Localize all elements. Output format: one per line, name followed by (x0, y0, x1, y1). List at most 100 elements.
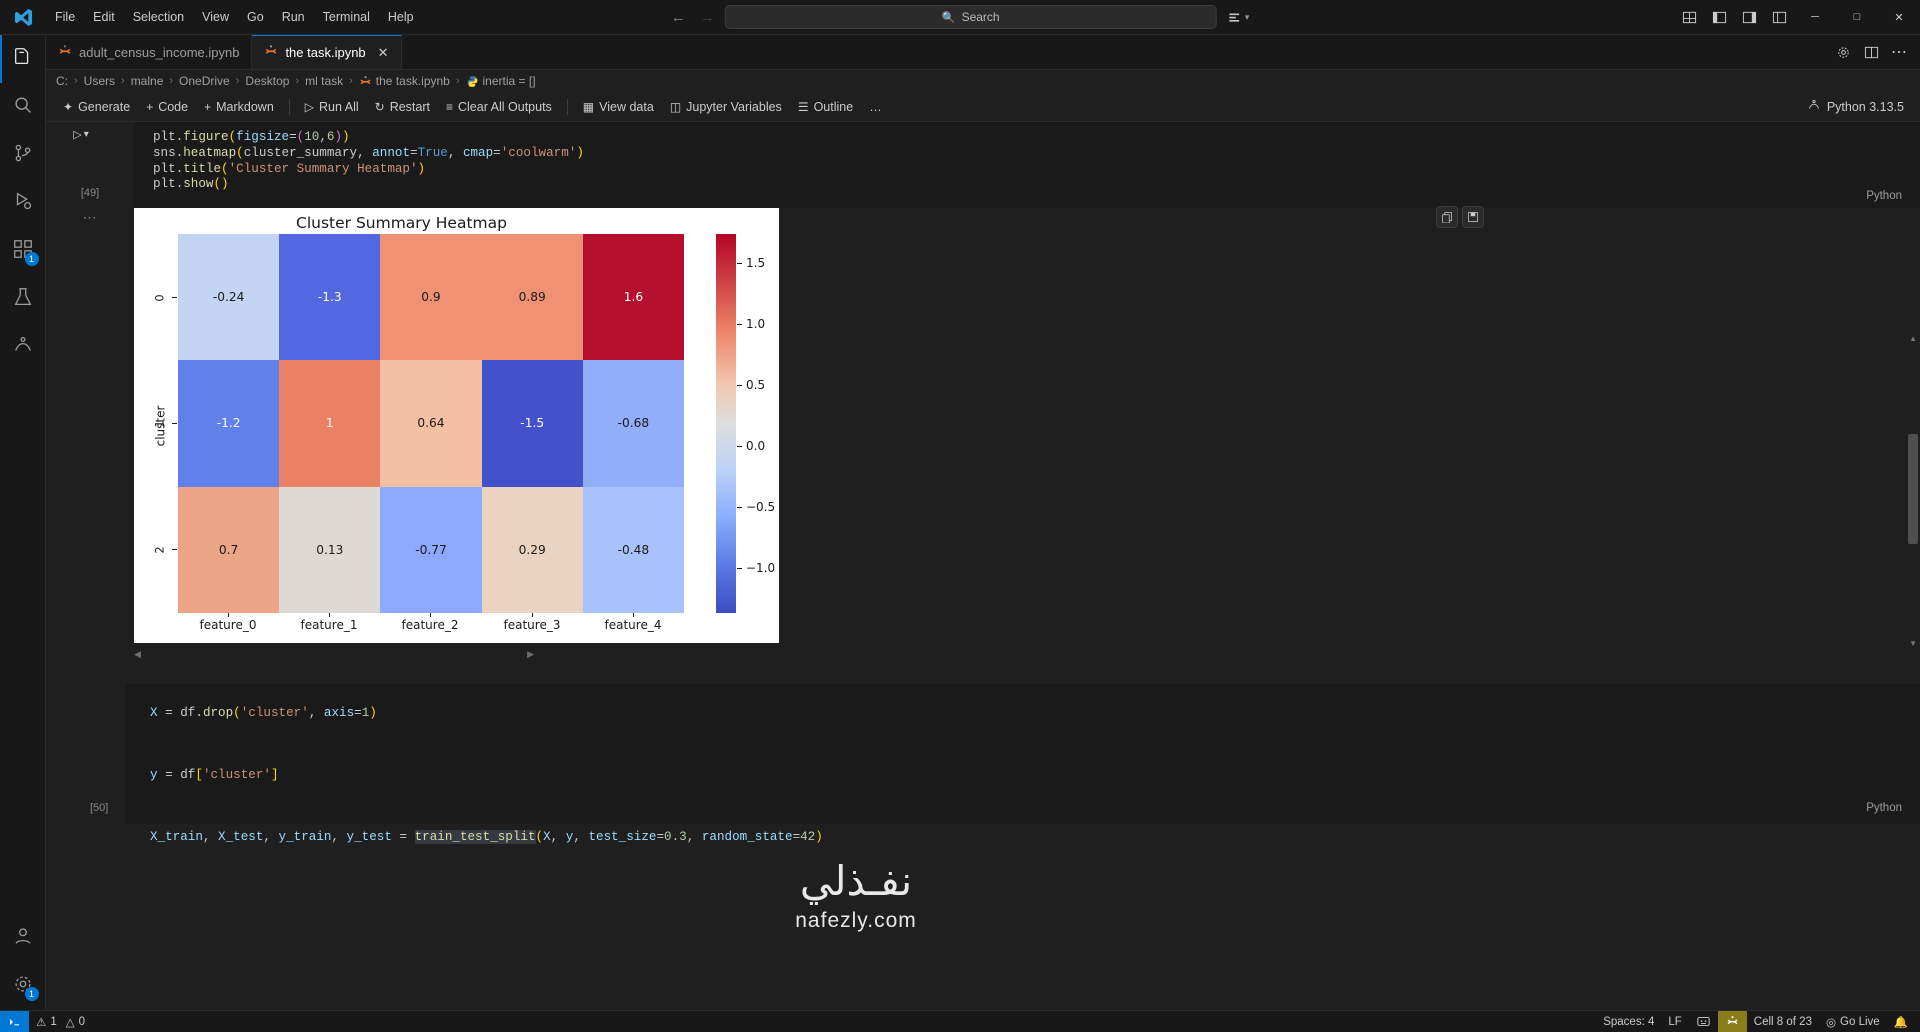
cell-language-label[interactable]: Python (1866, 802, 1902, 814)
breadcrumb-segment-desktop[interactable]: Desktop (245, 74, 290, 88)
eol-status[interactable]: LF (1668, 1015, 1682, 1028)
sidebar-item-explorer[interactable] (0, 35, 46, 83)
menu-help[interactable]: Help (387, 10, 414, 24)
go-live-button[interactable]: ◎ Go Live (1819, 1011, 1887, 1032)
cell-language-label[interactable]: Python (1866, 190, 1902, 202)
output-horizontal-scrollbar[interactable]: ◀ ▶ (134, 647, 1904, 661)
heatmap-cell: -1.2 (178, 360, 280, 487)
sidebar-item-source-control[interactable] (0, 131, 46, 179)
cell-code-editor[interactable]: X = df.drop('cluster', axis=1) y = df['c… (126, 684, 1920, 844)
cell-more-actions-icon[interactable]: ⋯ (82, 209, 98, 225)
colorbar-tick-dash (737, 446, 742, 447)
close-icon[interactable]: ✕ (377, 44, 389, 60)
sidebar-item-settings[interactable]: 1 (0, 962, 46, 1010)
outline-button[interactable]: ☰ Outline (791, 97, 860, 117)
arrow-right-icon[interactable]: → (699, 8, 715, 26)
scroll-right-icon[interactable]: ▶ (527, 648, 534, 659)
restart-button[interactable]: ↻ Restart (368, 97, 437, 117)
menu-edit[interactable]: Edit (93, 10, 115, 24)
generate-button[interactable]: ✦ Generate (56, 97, 137, 117)
cell-execution-count: [50] (90, 802, 109, 814)
arrow-left-icon[interactable]: ← (670, 8, 686, 26)
ellipsis-icon[interactable]: ⋯ (1891, 44, 1907, 61)
error-count: 1 (50, 1015, 57, 1028)
heatmap-cell: 0.64 (380, 360, 482, 487)
cell-code-editor[interactable]: plt.figure(figsize=(10,6)) sns.heatmap(c… (134, 122, 1920, 208)
menu-terminal[interactable]: Terminal (322, 10, 370, 24)
colorbar-tick-dash (737, 263, 742, 264)
breadcrumb-segment-malne[interactable]: malne (130, 74, 164, 88)
play-icon[interactable]: ▷ (73, 129, 82, 141)
cell-position-status[interactable]: Cell 8 of 23 (1753, 1015, 1812, 1028)
scroll-down-icon[interactable]: ▼ (1909, 639, 1917, 648)
colorbar-tick-dash (737, 507, 742, 508)
remote-indicator-icon[interactable]: ▾ (1227, 11, 1249, 24)
toggle-secondary-sidebar-icon[interactable] (1734, 10, 1764, 25)
run-all-button[interactable]: ▷ Run All (298, 97, 366, 117)
save-icon[interactable] (1462, 206, 1484, 228)
output-actions-toolbar (1436, 206, 1484, 228)
kernel-selector[interactable]: Python 3.13.5 (1807, 98, 1920, 115)
code-content: plt.figure(figsize=(10,6)) sns.heatmap(c… (153, 130, 584, 192)
sidebar-item-extensions[interactable]: 1 (0, 227, 46, 275)
add-markdown-cell-button[interactable]: + Markdown (197, 97, 281, 117)
heatmap-cell: 1 (279, 360, 381, 487)
jupyter-server-icon[interactable] (1717, 1010, 1747, 1032)
tab-adult-census-income[interactable]: adult_census_income.ipynb (46, 35, 253, 69)
window-minimize-button[interactable]: ─ (1811, 11, 1819, 23)
notebook-layout-icon[interactable] (1689, 1011, 1718, 1032)
breadcrumb-segment-drive[interactable]: C: (56, 74, 68, 88)
sidebar-item-search[interactable] (0, 83, 46, 131)
copy-icon[interactable] (1436, 206, 1458, 228)
view-data-button[interactable]: ▦ View data (576, 97, 661, 117)
menu-go[interactable]: Go (247, 10, 264, 24)
breadcrumb-segment-mltask[interactable]: ml task (305, 74, 344, 88)
scroll-left-icon[interactable]: ◀ (134, 648, 141, 659)
menu-selection[interactable]: Selection (132, 10, 185, 24)
breadcrumb-segment-symbol[interactable]: inertia = [] (482, 74, 536, 88)
toggle-panel-icon[interactable] (1674, 10, 1704, 25)
notebook-editor: ▷ ▾ [49] ⋯ plt.figure(figsize=(10,6)) sn… (46, 122, 1920, 1010)
split-editor-icon[interactable] (1858, 39, 1884, 65)
chevron-down-icon[interactable]: ▾ (83, 129, 89, 140)
ytick-label-1: 1 (152, 420, 167, 428)
titlebar-right: ─ □ ✕ (1674, 0, 1920, 34)
breadcrumb-separator: › (235, 75, 240, 87)
code-content: X = df.drop('cluster', axis=1) y = df['c… (150, 706, 823, 844)
tab-the-task[interactable]: the task.ipynb ✕ (252, 35, 402, 69)
menu-file[interactable]: File (55, 10, 76, 24)
menu-run[interactable]: Run (281, 10, 305, 24)
notifications-bell-icon[interactable]: 🔔 (1893, 1016, 1908, 1029)
indentation-status[interactable]: Spaces: 4 (1603, 1015, 1655, 1028)
xtick-label-0: feature_0 (199, 618, 257, 632)
menu-view[interactable]: View (202, 10, 230, 24)
sidebar-item-testing[interactable] (0, 275, 46, 323)
jupyter-variables-button[interactable]: ◫ Jupyter Variables (663, 97, 789, 117)
editor-vertical-scrollbar[interactable]: ▲ ▼ (1906, 244, 1920, 988)
heatmap-cell: 0.9 (380, 234, 482, 361)
add-code-cell-button[interactable]: + Code (139, 97, 195, 117)
window-maximize-button[interactable]: □ (1853, 11, 1861, 23)
window-close-button[interactable]: ✕ (1894, 11, 1904, 24)
breadcrumb-segment-file[interactable]: the task.ipynb (375, 74, 450, 88)
breadcrumb-segment-onedrive[interactable]: OneDrive (179, 74, 230, 88)
toggle-primary-sidebar-icon[interactable] (1704, 10, 1734, 25)
scroll-up-icon[interactable]: ▲ (1909, 334, 1917, 343)
sidebar-item-ml-extension[interactable] (0, 323, 46, 371)
breadcrumb-segment-users[interactable]: Users (83, 74, 116, 88)
breadcrumb-separator: › (169, 75, 174, 87)
sidebar-item-accounts[interactable] (0, 914, 46, 962)
cell-gutter: ▷ ▾ [49] ⋯ (46, 122, 134, 226)
search-input[interactable]: 🔍 Search (724, 5, 1217, 29)
clear-all-outputs-button[interactable]: ≡ Clear All Outputs (439, 97, 559, 117)
more-toolbar-actions-button[interactable]: … (862, 97, 889, 117)
scrollbar-thumb[interactable] (1908, 434, 1918, 544)
problems-status[interactable]: ⚠ 1 △ 0 (29, 1011, 92, 1032)
remote-window-button[interactable] (0, 1010, 29, 1032)
sidebar-item-run-and-debug[interactable] (0, 179, 46, 227)
customize-layout-icon[interactable] (1764, 10, 1794, 25)
heatmap-cell: 0.13 (279, 486, 381, 613)
run-debug-icon (12, 190, 34, 217)
gear-icon[interactable] (1830, 39, 1856, 65)
heatmap-cell: -0.77 (380, 486, 482, 613)
